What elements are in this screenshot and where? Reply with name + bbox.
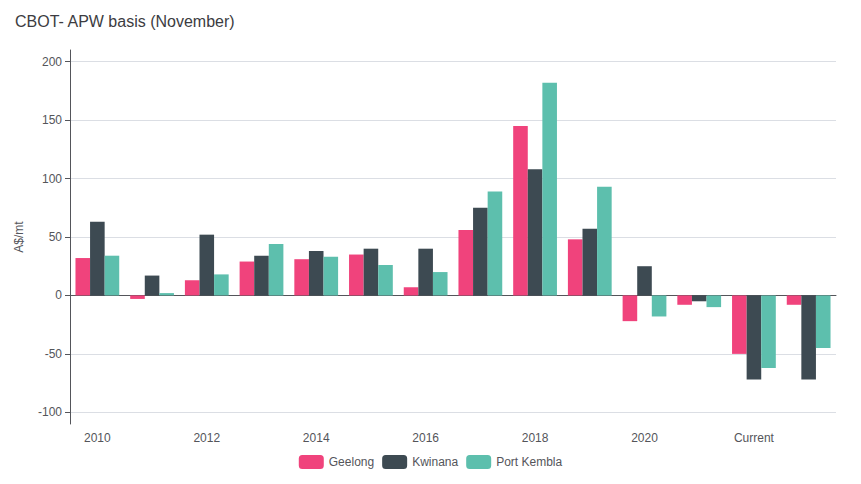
- svg-text:-100: -100: [38, 405, 62, 419]
- svg-text:Current: Current: [734, 431, 775, 445]
- svg-text:Kwinana: Kwinana: [412, 455, 458, 469]
- svg-text:100: 100: [42, 172, 62, 186]
- svg-text:2014: 2014: [303, 431, 330, 445]
- svg-text:2020: 2020: [631, 431, 658, 445]
- svg-text:2018: 2018: [522, 431, 549, 445]
- svg-text:50: 50: [49, 230, 63, 244]
- svg-text:2016: 2016: [412, 431, 439, 445]
- svg-text:CBOT- APW basis (November): CBOT- APW basis (November): [15, 13, 235, 30]
- svg-text:A$/mt: A$/mt: [12, 221, 26, 253]
- svg-text:Port Kembla: Port Kembla: [496, 455, 562, 469]
- svg-text:150: 150: [42, 113, 62, 127]
- svg-text:2012: 2012: [193, 431, 220, 445]
- svg-text:0: 0: [55, 288, 62, 302]
- svg-text:-50: -50: [45, 347, 63, 361]
- svg-text:200: 200: [42, 55, 62, 69]
- svg-text:2010: 2010: [84, 431, 111, 445]
- svg-text:Geelong: Geelong: [329, 455, 374, 469]
